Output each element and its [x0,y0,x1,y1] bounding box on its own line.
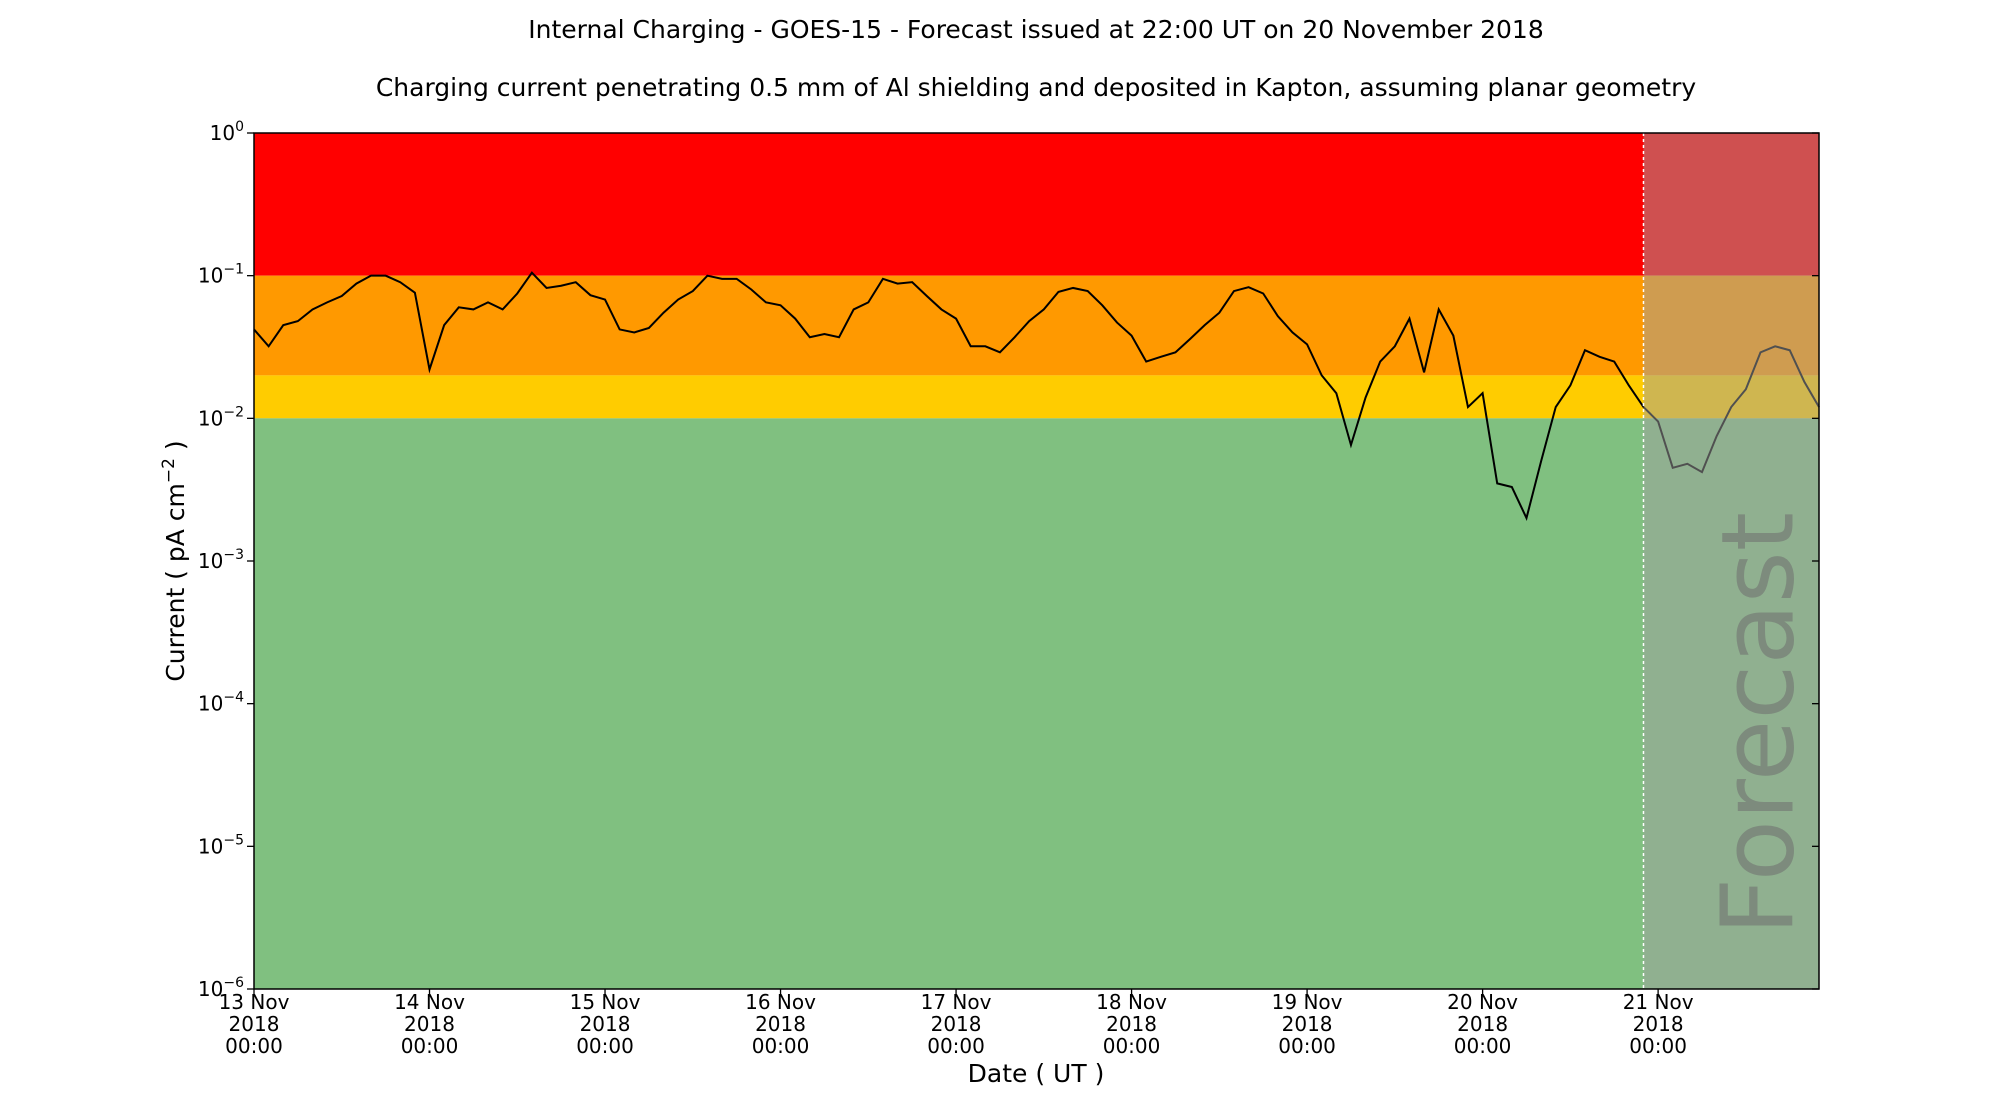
y-axis-label-exponent: −2 [159,458,179,483]
x-tick-label: 00:00 [1629,1034,1687,1058]
x-tick-label: 00:00 [1454,1034,1512,1058]
x-tick-label: 21 Nov [1623,990,1694,1014]
x-tick-label: 00:00 [927,1034,985,1058]
y-tick-base: 10 [198,549,223,573]
y-tick-label: 10−6 [198,975,244,1001]
y-tick-base: 10 [210,121,235,145]
y-tick-exponent: −2 [223,404,244,420]
y-tick-base: 10 [198,977,223,1001]
x-tick-label: 2018 [229,1012,280,1036]
x-tick-label: 18 Nov [1096,990,1167,1014]
x-axis-label: Date ( UT ) [968,1059,1105,1088]
x-tick-label: 19 Nov [1272,990,1343,1014]
y-tick-exponent: −4 [223,690,244,706]
x-tick-label: 14 Nov [394,990,465,1014]
x-tick-label: 15 Nov [570,990,641,1014]
y-tick-base: 10 [198,692,223,716]
y-tick-exponent: −5 [223,832,244,848]
y-tick-label: 100 [210,119,244,145]
x-tick-label: 2018 [580,1012,631,1036]
y-tick-label: 10−4 [198,690,244,716]
x-tick-label: 00:00 [576,1034,634,1058]
y-axis-label-text: Current ( pA cm [161,483,190,682]
y-axis-label-end: ) [161,440,190,458]
forecast-shade [1643,133,1819,989]
threshold-band [254,275,1819,376]
y-tick-base: 10 [198,406,223,430]
y-tick-label: 10−3 [198,547,244,573]
chart-subtitle: Charging current penetrating 0.5 mm of A… [376,73,1697,102]
y-tick-exponent: −1 [223,262,244,278]
y-tick-base: 10 [198,834,223,858]
x-tick-label: 2018 [1282,1012,1333,1036]
x-tick-label: 2018 [1106,1012,1157,1036]
data-line [253,271,1820,521]
forecast-label: Forecast [1700,512,1817,935]
y-tick-label: 10−5 [198,832,244,858]
x-tick-label: 2018 [1457,1012,1508,1036]
x-tick-label: 2018 [1633,1012,1684,1036]
threshold-band [254,418,1819,989]
y-axis-label: Current ( pA cm−2 ) [159,440,190,681]
x-tick-label: 00:00 [1278,1034,1336,1058]
y-tick-label: 10−2 [198,404,244,430]
x-tick-label: 20 Nov [1447,990,1518,1014]
y-tick-label: 10−1 [198,262,244,288]
chart-title: Internal Charging - GOES-15 - Forecast i… [528,15,1543,44]
y-tick-exponent: −3 [223,547,244,563]
x-tick-label: 00:00 [225,1034,283,1058]
y-tick-exponent: 0 [235,119,244,135]
x-tick-label: 13 Nov [219,990,290,1014]
y-tick-exponent: −6 [223,975,244,991]
x-tick-label: 2018 [931,1012,982,1036]
x-tick-label: 00:00 [1103,1034,1161,1058]
x-tick-label: 00:00 [752,1034,810,1058]
threshold-band [254,375,1819,419]
y-tick-base: 10 [198,264,223,288]
x-tick-label: 2018 [404,1012,455,1036]
x-tick-label: 16 Nov [745,990,816,1014]
x-tick-label: 17 Nov [921,990,992,1014]
x-tick-label: 2018 [755,1012,806,1036]
threshold-band [254,133,1819,276]
x-tick-label: 00:00 [401,1034,459,1058]
